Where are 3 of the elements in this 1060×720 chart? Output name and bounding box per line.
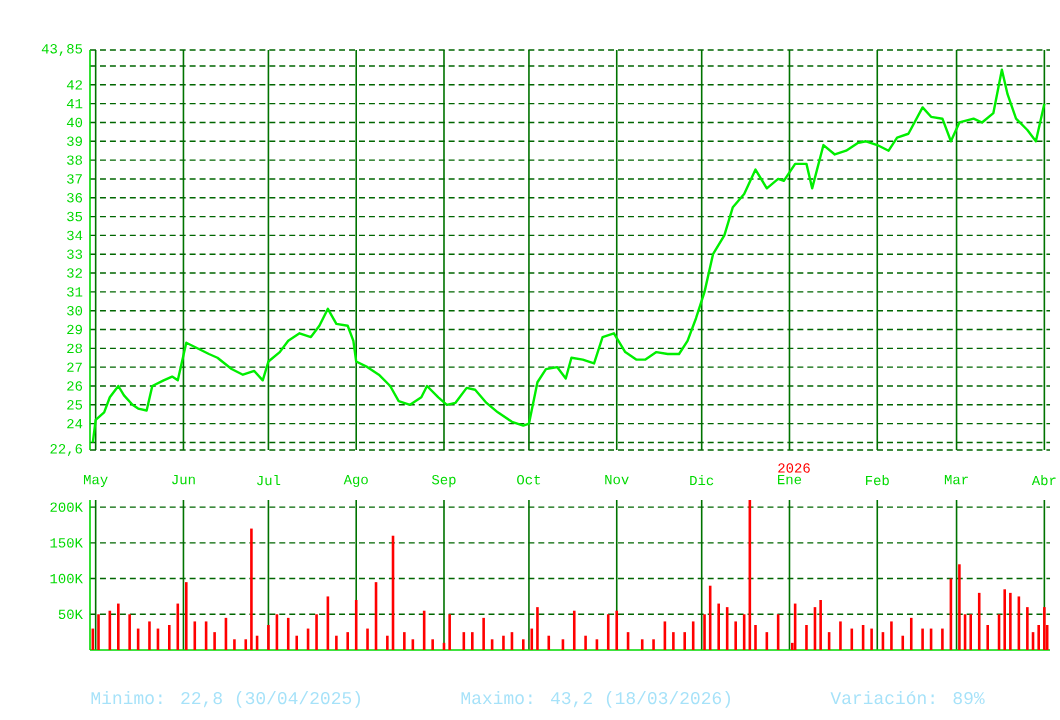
text: Maximo: 43,2 (18/03/2026) bbox=[461, 691, 730, 708]
text: Variación: 89% bbox=[830, 691, 985, 705]
text: Minimo: 22,8 (30/04/2025) bbox=[91, 691, 360, 708]
